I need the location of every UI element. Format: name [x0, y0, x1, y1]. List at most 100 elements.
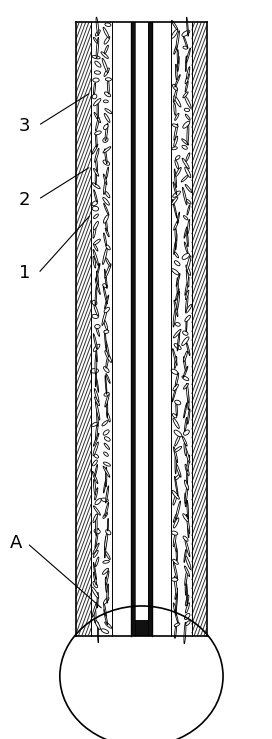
Ellipse shape	[171, 197, 178, 205]
Ellipse shape	[95, 30, 100, 36]
Ellipse shape	[186, 384, 189, 403]
Ellipse shape	[175, 373, 179, 386]
Ellipse shape	[94, 244, 98, 251]
Ellipse shape	[106, 467, 107, 487]
Ellipse shape	[92, 300, 97, 305]
Ellipse shape	[186, 595, 189, 606]
Bar	[135, 22, 148, 636]
Ellipse shape	[95, 118, 99, 131]
Ellipse shape	[183, 46, 188, 49]
Ellipse shape	[95, 171, 97, 185]
Ellipse shape	[184, 443, 186, 455]
Ellipse shape	[182, 337, 189, 346]
Ellipse shape	[94, 389, 99, 402]
Ellipse shape	[107, 401, 108, 418]
Ellipse shape	[185, 96, 191, 109]
Ellipse shape	[173, 603, 177, 616]
Ellipse shape	[173, 182, 177, 195]
Ellipse shape	[186, 295, 188, 312]
Ellipse shape	[103, 560, 109, 563]
Ellipse shape	[92, 201, 98, 205]
Ellipse shape	[176, 592, 178, 612]
Ellipse shape	[172, 124, 178, 127]
Ellipse shape	[183, 514, 188, 522]
Ellipse shape	[92, 144, 98, 154]
Ellipse shape	[104, 320, 108, 330]
Ellipse shape	[95, 557, 99, 567]
Ellipse shape	[104, 68, 109, 77]
Ellipse shape	[187, 219, 190, 234]
Ellipse shape	[97, 101, 98, 119]
Ellipse shape	[95, 499, 101, 505]
Ellipse shape	[92, 602, 97, 617]
Ellipse shape	[103, 100, 108, 103]
Ellipse shape	[171, 578, 178, 582]
Ellipse shape	[176, 168, 181, 177]
Ellipse shape	[92, 471, 98, 483]
Ellipse shape	[104, 330, 109, 333]
Ellipse shape	[92, 206, 99, 211]
Ellipse shape	[95, 421, 98, 440]
Ellipse shape	[95, 324, 100, 329]
Ellipse shape	[186, 270, 189, 287]
Ellipse shape	[184, 430, 189, 435]
Ellipse shape	[173, 495, 177, 505]
Ellipse shape	[186, 153, 190, 161]
Ellipse shape	[183, 35, 188, 48]
Ellipse shape	[95, 397, 100, 406]
Ellipse shape	[187, 205, 190, 215]
Ellipse shape	[94, 83, 95, 95]
Ellipse shape	[106, 258, 111, 267]
Ellipse shape	[93, 78, 99, 82]
Ellipse shape	[95, 514, 97, 536]
Ellipse shape	[184, 242, 188, 253]
Ellipse shape	[173, 534, 176, 547]
Ellipse shape	[92, 94, 97, 99]
Ellipse shape	[182, 146, 187, 149]
Ellipse shape	[95, 131, 101, 134]
Ellipse shape	[93, 250, 98, 265]
Ellipse shape	[104, 307, 109, 313]
Ellipse shape	[103, 462, 110, 466]
Ellipse shape	[186, 603, 189, 613]
Ellipse shape	[186, 304, 192, 313]
Ellipse shape	[105, 622, 112, 628]
Ellipse shape	[96, 378, 99, 392]
Ellipse shape	[183, 384, 188, 389]
Ellipse shape	[182, 139, 189, 145]
Ellipse shape	[185, 493, 186, 507]
Ellipse shape	[184, 108, 190, 112]
Ellipse shape	[174, 168, 177, 188]
Ellipse shape	[174, 623, 180, 627]
Ellipse shape	[94, 112, 101, 123]
Ellipse shape	[94, 304, 99, 316]
Ellipse shape	[176, 402, 177, 416]
Ellipse shape	[187, 17, 188, 36]
Ellipse shape	[185, 114, 190, 120]
Ellipse shape	[184, 227, 187, 238]
Ellipse shape	[183, 536, 188, 541]
Ellipse shape	[184, 549, 186, 562]
Ellipse shape	[186, 265, 191, 276]
Ellipse shape	[103, 174, 107, 185]
Ellipse shape	[92, 314, 98, 319]
Ellipse shape	[174, 330, 181, 338]
Ellipse shape	[107, 584, 109, 603]
Ellipse shape	[101, 52, 108, 58]
Ellipse shape	[174, 103, 176, 115]
Ellipse shape	[95, 488, 98, 500]
Ellipse shape	[177, 56, 179, 72]
Ellipse shape	[104, 36, 110, 44]
Ellipse shape	[93, 551, 98, 557]
Ellipse shape	[93, 582, 98, 588]
Ellipse shape	[182, 376, 189, 381]
Ellipse shape	[93, 442, 98, 456]
Ellipse shape	[172, 21, 178, 30]
Ellipse shape	[106, 486, 109, 503]
Ellipse shape	[104, 203, 109, 215]
Ellipse shape	[175, 322, 180, 326]
Ellipse shape	[185, 571, 187, 585]
Ellipse shape	[174, 136, 178, 146]
Ellipse shape	[185, 74, 189, 84]
Ellipse shape	[181, 175, 188, 182]
